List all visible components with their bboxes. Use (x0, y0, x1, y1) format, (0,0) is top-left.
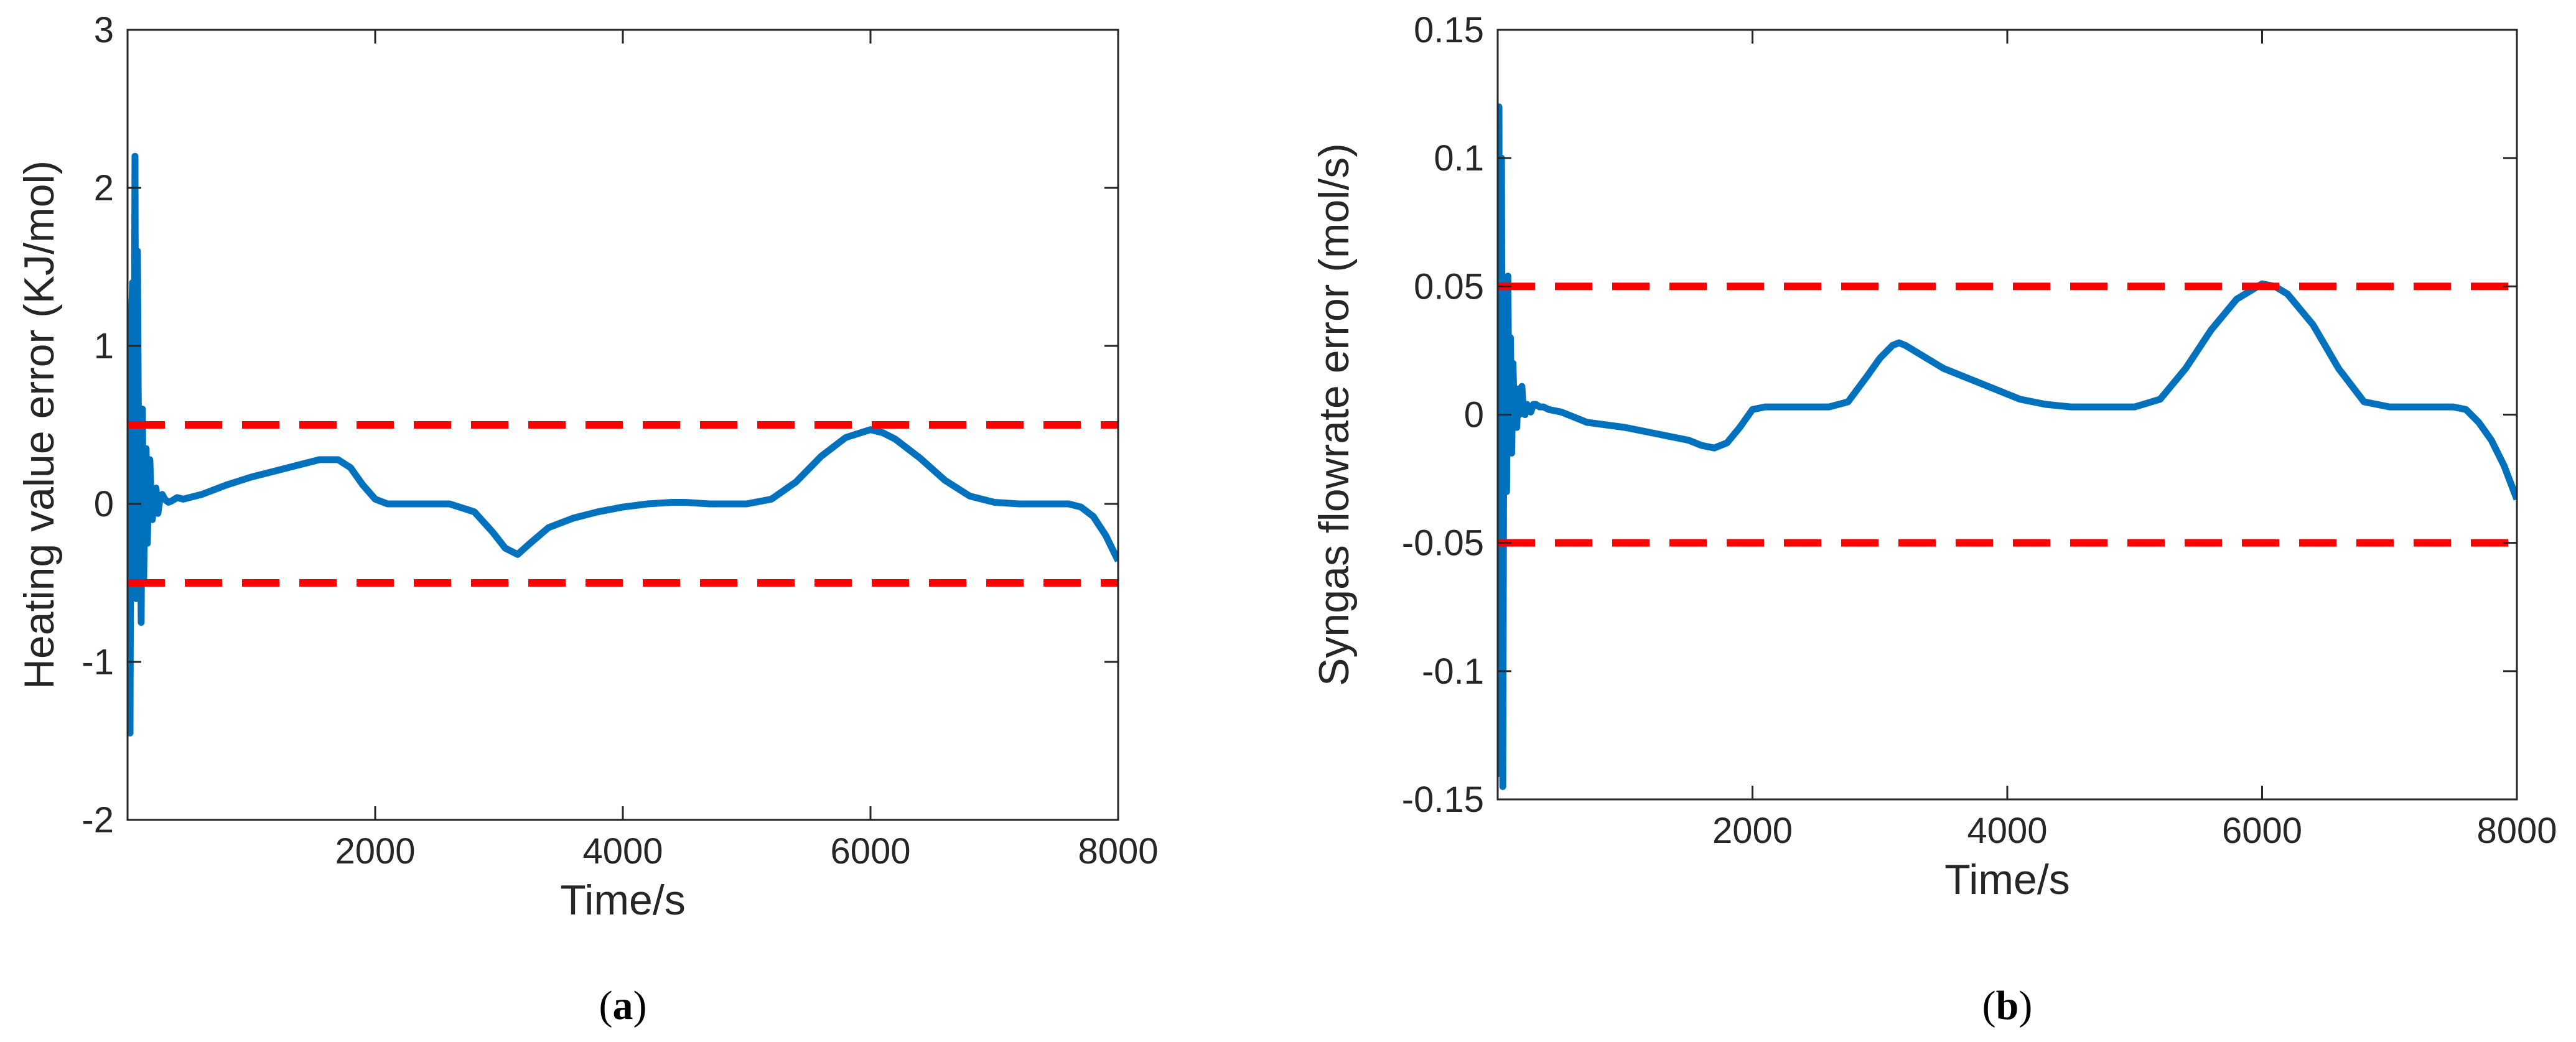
x-tick-label: 2000 (1712, 811, 1793, 851)
y-tick-label: -1 (82, 642, 114, 682)
error-series-line (128, 152, 1118, 737)
x-axis-label: Time/s (1944, 856, 2070, 903)
y-tick-label: 1 (94, 326, 114, 366)
axes-box (1496, 29, 2518, 801)
x-axis-label: Time/s (560, 877, 685, 924)
y-tick-label: -2 (82, 800, 114, 840)
caption-letter: a (613, 983, 633, 1028)
x-tick-label: 4000 (582, 831, 663, 872)
x-tick-label: 8000 (1078, 831, 1158, 872)
caption-letter: b (1996, 983, 2019, 1028)
caption-close-paren: ) (633, 983, 647, 1028)
panel-b: 2000 4000 6000 8000 -0.15 -0.1 -0.05 0 0.05 0.1 0.… (1310, 10, 2557, 1028)
y-tick-label: 0 (1464, 395, 1484, 435)
caption-close-paren: ) (2018, 983, 2032, 1028)
error-series-line (1498, 103, 2517, 790)
caption-open-paren: ( (1982, 983, 1996, 1028)
x-tick-label: 4000 (1967, 811, 2047, 851)
x-tick-label: 8000 (2476, 811, 2557, 851)
x-tick-label: 6000 (2222, 811, 2302, 851)
y-tick-label: 2 (94, 168, 114, 208)
x-tick-label: 2000 (335, 831, 415, 872)
y-tick-label: 0 (94, 484, 114, 524)
y-tick-label: 0.15 (1414, 10, 1484, 50)
y-tick-label: 0.1 (1434, 138, 1484, 179)
y-tick-label: 3 (94, 10, 114, 50)
y-axis-label: Heating value error (KJ/mol) (16, 160, 63, 689)
y-tick-label: 0.05 (1414, 266, 1484, 307)
panel-caption: (b) (1982, 983, 2033, 1028)
panel-a: 2000 4000 6000 8000 -2 -1 0 1 2 3 Time/s Heating va… (16, 10, 1159, 1028)
panel-caption: (a) (599, 983, 647, 1028)
caption-open-paren: ( (599, 983, 613, 1028)
y-tick-label: -0.05 (1402, 523, 1484, 564)
x-tick-label: 6000 (830, 831, 910, 872)
y-tick-label: -0.15 (1402, 779, 1484, 820)
y-axis-label: Syngas flowrate error (mol/s) (1310, 143, 1358, 686)
y-tick-label: -0.1 (1422, 651, 1484, 692)
